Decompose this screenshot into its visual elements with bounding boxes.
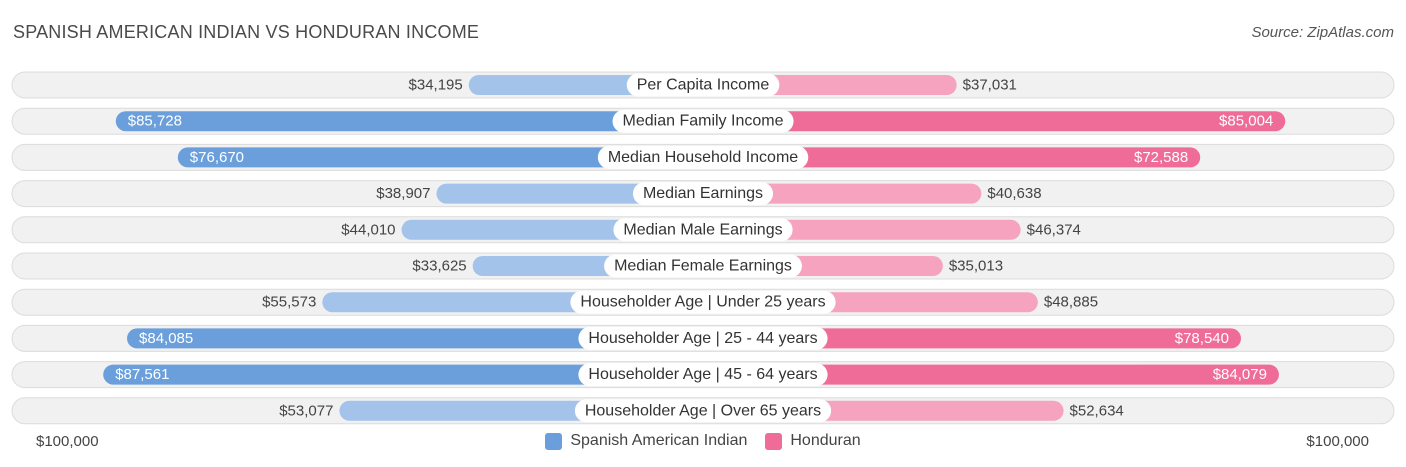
category-pill-householder-age-25-44-years <box>578 326 828 350</box>
value-right-householder-age-under-25-years: $48,885 <box>1044 294 1098 311</box>
category-pill-median-household-income <box>597 145 809 169</box>
diverging-bar-chart: $34,195 $37,031 Per Capita Income $85,728 $8… <box>11 71 1395 425</box>
category-label-householder-age-45-64-years: Householder Age | 45 - 64 years <box>588 366 817 383</box>
value-right-per-capita-income: $37,031 <box>963 77 1017 94</box>
source-note: Source: ZipAtlas.com <box>1251 24 1394 41</box>
bar-left-householder-age-45-64-years <box>103 364 703 385</box>
legend: Spanish American Indian Honduran <box>0 432 1406 450</box>
value-left-median-family-income: $85,728 <box>128 113 182 130</box>
value-left-householder-age-over-65-years: $53,077 <box>279 402 333 419</box>
legend-label-honduran: Honduran <box>790 432 861 449</box>
category-label-median-household-income: Median Household Income <box>608 149 798 166</box>
bar-right-householder-age-25-44-years <box>703 328 1241 349</box>
value-right-median-earnings: $40,638 <box>987 185 1041 202</box>
bar-right-householder-age-45-64-years <box>703 364 1279 385</box>
legend-swatch-spanish-american-indian <box>545 432 563 450</box>
value-left-householder-age-25-44-years: $84,085 <box>139 330 193 347</box>
bar-right-median-earnings <box>703 183 982 204</box>
category-pill-householder-age-over-65-years <box>574 399 832 423</box>
value-right-median-female-earnings: $35,013 <box>949 258 1003 275</box>
category-pill-householder-age-45-64-years <box>578 363 828 387</box>
value-left-median-household-income: $76,670 <box>190 149 244 166</box>
bar-right-median-family-income <box>703 111 1286 132</box>
category-pill-median-family-income <box>612 109 794 133</box>
category-label-median-family-income: Median Family Income <box>623 113 784 130</box>
bar-right-median-household-income <box>703 147 1201 168</box>
value-left-median-female-earnings: $33,625 <box>412 258 466 275</box>
category-label-per-capita-income: Per Capita Income <box>637 77 770 94</box>
value-right-median-male-earnings: $46,374 <box>1027 221 1081 238</box>
category-label-median-earnings: Median Earnings <box>643 185 763 202</box>
value-left-median-male-earnings: $44,010 <box>341 221 395 238</box>
axis-label-left: $100,000 <box>36 433 99 450</box>
category-label-median-female-earnings: Median Female Earnings <box>614 258 792 275</box>
value-left-median-earnings: $38,907 <box>376 185 430 202</box>
bar-left-median-family-income <box>115 111 704 132</box>
legend-label-spanish-american-indian: Spanish American Indian <box>570 432 748 449</box>
category-pill-median-male-earnings <box>613 218 793 242</box>
value-right-median-family-income: $85,004 <box>1219 113 1273 130</box>
category-pill-median-female-earnings <box>604 254 802 278</box>
category-label-householder-age-over-65-years: Householder Age | Over 65 years <box>585 402 821 419</box>
legend-swatch-honduran <box>765 432 783 450</box>
value-right-householder-age-45-64-years: $84,079 <box>1213 366 1267 383</box>
value-right-householder-age-25-44-years: $78,540 <box>1175 330 1229 347</box>
category-pill-householder-age-under-25-years <box>570 290 836 314</box>
legend-item-spanish-american-indian: Spanish American Indian <box>545 432 747 450</box>
category-label-householder-age-under-25-years: Householder Age | Under 25 years <box>580 294 825 311</box>
legend-item-honduran: Honduran <box>765 432 861 450</box>
value-right-median-household-income: $72,588 <box>1134 149 1188 166</box>
axis-label-right: $100,000 <box>1306 433 1369 450</box>
chart-title: SPANISH AMERICAN INDIAN VS HONDURAN INCO… <box>13 22 480 42</box>
category-pill-median-earnings <box>632 182 774 206</box>
bar-left-householder-age-25-44-years <box>127 328 703 349</box>
value-left-householder-age-45-64-years: $87,561 <box>115 366 169 383</box>
category-label-householder-age-25-44-years: Householder Age | 25 - 44 years <box>588 330 817 347</box>
category-pill-per-capita-income <box>626 73 780 97</box>
value-right-householder-age-over-65-years: $52,634 <box>1070 402 1124 419</box>
value-left-per-capita-income: $34,195 <box>409 77 463 94</box>
category-label-median-male-earnings: Median Male Earnings <box>623 221 782 238</box>
bar-left-median-household-income <box>177 147 704 168</box>
value-left-householder-age-under-25-years: $55,573 <box>262 294 316 311</box>
